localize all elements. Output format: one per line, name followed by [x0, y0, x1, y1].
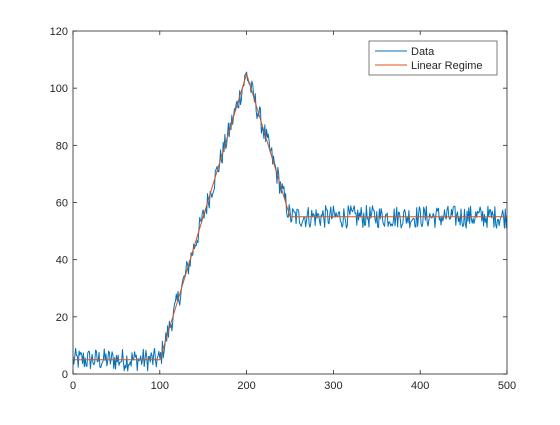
y-tick-label: 60: [56, 198, 68, 210]
series-line-linear-regime: [73, 73, 507, 361]
x-tick-label: 0: [70, 380, 76, 392]
x-tick-label: 100: [151, 380, 169, 392]
legend-label-linear-regime: Linear Regime: [411, 60, 483, 72]
y-tick-label: 20: [56, 312, 68, 324]
y-tick-label: 0: [62, 369, 68, 381]
x-tick-label: 200: [237, 380, 255, 392]
x-tick-label: 500: [498, 380, 516, 392]
y-tick-label: 120: [50, 26, 68, 38]
y-tick-label: 100: [50, 83, 68, 95]
legend-label-data: Data: [411, 46, 435, 58]
legend: Data Linear Regime: [368, 40, 498, 76]
legend-box: [368, 40, 498, 76]
y-tick-label: 80: [56, 140, 68, 152]
x-tick-label: 400: [411, 380, 429, 392]
plot-area: [73, 31, 507, 374]
x-tick-label: 300: [324, 380, 342, 392]
y-tick-label: 40: [56, 255, 68, 267]
series-line-data: [73, 71, 507, 372]
